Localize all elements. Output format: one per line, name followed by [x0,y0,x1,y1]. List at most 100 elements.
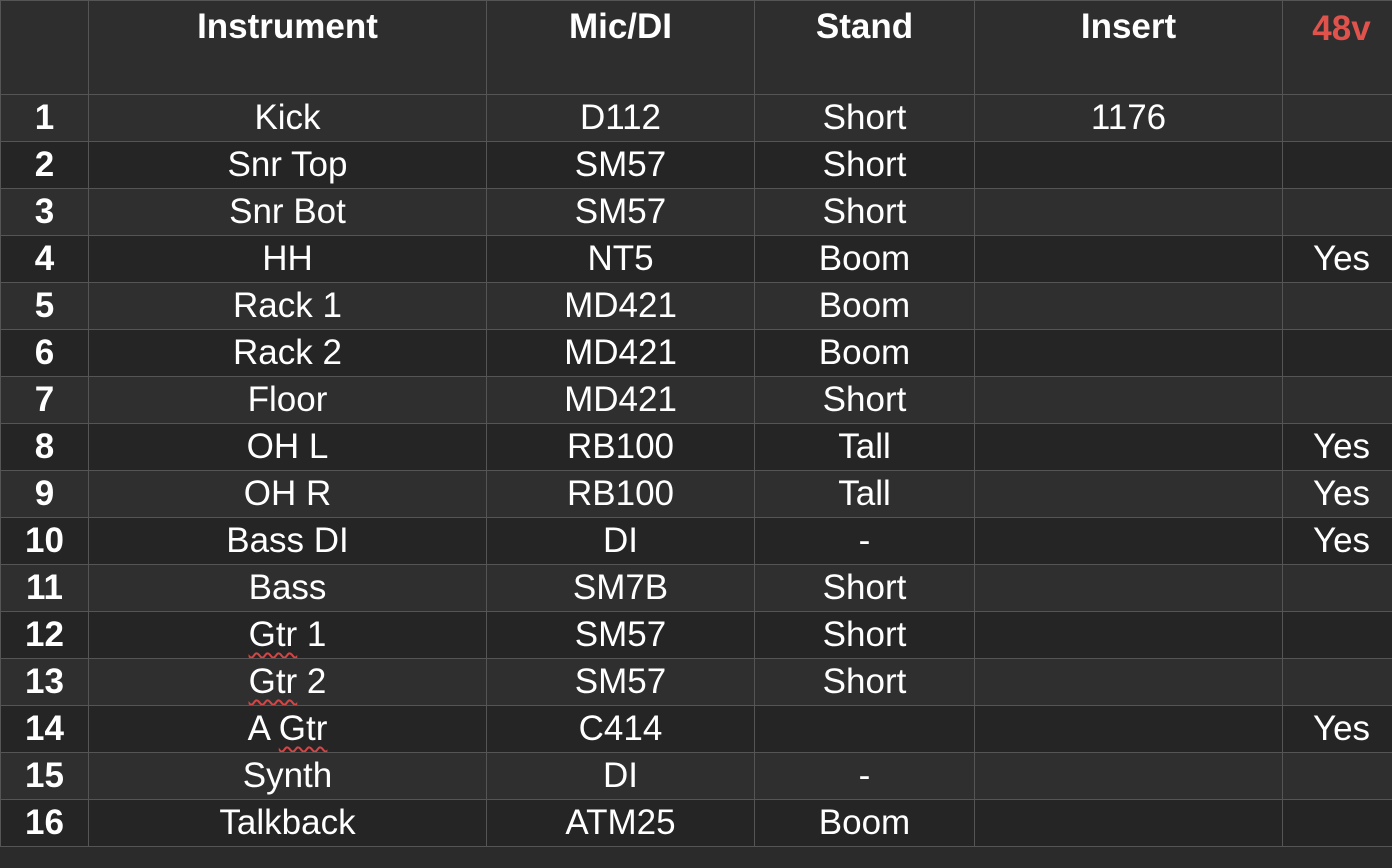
phantom-power-cell[interactable] [1282,611,1392,659]
stand-cell[interactable]: Tall [754,423,975,471]
stand-cell[interactable]: - [754,517,975,565]
insert-cell[interactable] [974,188,1283,236]
insert-cell[interactable] [974,611,1283,659]
stand-cell[interactable]: Short [754,564,975,612]
mic-di-cell[interactable]: MD421 [486,376,755,424]
stand-cell[interactable]: Boom [754,282,975,330]
channel-number-cell[interactable]: 5 [0,282,89,330]
channel-number-cell[interactable]: 4 [0,235,89,283]
instrument-cell[interactable]: Kick [88,94,487,142]
mic-di-cell[interactable]: D112 [486,94,755,142]
mic-di-cell[interactable]: MD421 [486,282,755,330]
insert-cell[interactable] [974,235,1283,283]
phantom-power-cell[interactable] [1282,752,1392,800]
phantom-power-cell[interactable] [1282,94,1392,142]
insert-cell[interactable] [974,705,1283,753]
insert-header[interactable]: Insert [974,0,1283,95]
mic-di-cell[interactable]: SM57 [486,188,755,236]
phantom-power-cell[interactable] [1282,329,1392,377]
insert-cell[interactable] [974,376,1283,424]
insert-cell[interactable] [974,658,1283,706]
instrument-cell[interactable]: Bass DI [88,517,487,565]
mic-di-cell[interactable]: ATM25 [486,799,755,847]
phantom-power-cell[interactable]: Yes [1282,235,1392,283]
instrument-cell[interactable]: Snr Top [88,141,487,189]
mic-di-cell[interactable]: NT5 [486,235,755,283]
stand-cell[interactable]: Short [754,188,975,236]
phantom-power-cell[interactable]: Yes [1282,423,1392,471]
phantom-power-cell[interactable] [1282,282,1392,330]
mic-di-cell[interactable]: SM57 [486,611,755,659]
instrument-cell[interactable]: A Gtr [88,705,487,753]
channel-number-cell[interactable]: 11 [0,564,89,612]
channel-number-cell[interactable]: 2 [0,141,89,189]
mic-di-cell[interactable]: SM57 [486,141,755,189]
phantom-power-cell[interactable] [1282,564,1392,612]
stand-header[interactable]: Stand [754,0,975,95]
mic-di-cell[interactable]: RB100 [486,423,755,471]
channel-number-cell[interactable]: 9 [0,470,89,518]
phantom-power-cell[interactable]: Yes [1282,517,1392,565]
mic-di-cell[interactable]: DI [486,752,755,800]
mic-di-cell[interactable]: RB100 [486,470,755,518]
mic-di-cell[interactable]: SM7B [486,564,755,612]
phantom-power-header[interactable]: 48v [1282,0,1392,95]
instrument-cell[interactable]: Gtr 2 [88,658,487,706]
phantom-power-cell[interactable] [1282,188,1392,236]
channel-number-cell[interactable]: 6 [0,329,89,377]
stand-cell[interactable]: Boom [754,329,975,377]
instrument-cell[interactable]: Rack 1 [88,282,487,330]
instrument-header[interactable]: Instrument [88,0,487,95]
instrument-cell[interactable]: Floor [88,376,487,424]
insert-cell[interactable] [974,564,1283,612]
stand-cell[interactable]: Short [754,376,975,424]
channel-number-cell[interactable]: 3 [0,188,89,236]
stand-cell[interactable]: - [754,752,975,800]
insert-cell[interactable]: 1176 [974,94,1283,142]
mic-di-cell[interactable]: C414 [486,705,755,753]
instrument-cell[interactable]: OH L [88,423,487,471]
mic-di-cell[interactable]: DI [486,517,755,565]
instrument-cell[interactable]: Bass [88,564,487,612]
instrument-cell[interactable]: HH [88,235,487,283]
phantom-power-cell[interactable] [1282,376,1392,424]
stand-cell[interactable]: Short [754,611,975,659]
channel-number-cell[interactable]: 14 [0,705,89,753]
insert-cell[interactable] [974,517,1283,565]
phantom-power-cell[interactable] [1282,658,1392,706]
mic-di-cell[interactable]: SM57 [486,658,755,706]
stand-cell[interactable] [754,705,975,753]
mic-di-cell[interactable]: MD421 [486,329,755,377]
insert-cell[interactable] [974,141,1283,189]
instrument-cell[interactable]: Talkback [88,799,487,847]
instrument-cell[interactable]: Rack 2 [88,329,487,377]
insert-cell[interactable] [974,752,1283,800]
channel-number-cell[interactable]: 15 [0,752,89,800]
phantom-power-cell[interactable]: Yes [1282,705,1392,753]
channel-number-cell[interactable]: 13 [0,658,89,706]
instrument-cell[interactable]: OH R [88,470,487,518]
phantom-power-cell[interactable]: Yes [1282,470,1392,518]
instrument-cell[interactable]: Gtr 1 [88,611,487,659]
stand-cell[interactable]: Boom [754,799,975,847]
channel-number-cell[interactable]: 7 [0,376,89,424]
stand-cell[interactable]: Short [754,94,975,142]
insert-cell[interactable] [974,329,1283,377]
channel-number-cell[interactable]: 1 [0,94,89,142]
phantom-power-cell[interactable] [1282,141,1392,189]
channel-number-cell[interactable]: 12 [0,611,89,659]
mic-di-header[interactable]: Mic/DI [486,0,755,95]
channel-number-cell[interactable]: 10 [0,517,89,565]
stand-cell[interactable]: Short [754,658,975,706]
stand-cell[interactable]: Boom [754,235,975,283]
insert-cell[interactable] [974,470,1283,518]
insert-cell[interactable] [974,282,1283,330]
channel-number-header[interactable] [0,0,89,95]
channel-number-cell[interactable]: 8 [0,423,89,471]
stand-cell[interactable]: Tall [754,470,975,518]
instrument-cell[interactable]: Synth [88,752,487,800]
insert-cell[interactable] [974,799,1283,847]
insert-cell[interactable] [974,423,1283,471]
phantom-power-cell[interactable] [1282,799,1392,847]
channel-number-cell[interactable]: 16 [0,799,89,847]
